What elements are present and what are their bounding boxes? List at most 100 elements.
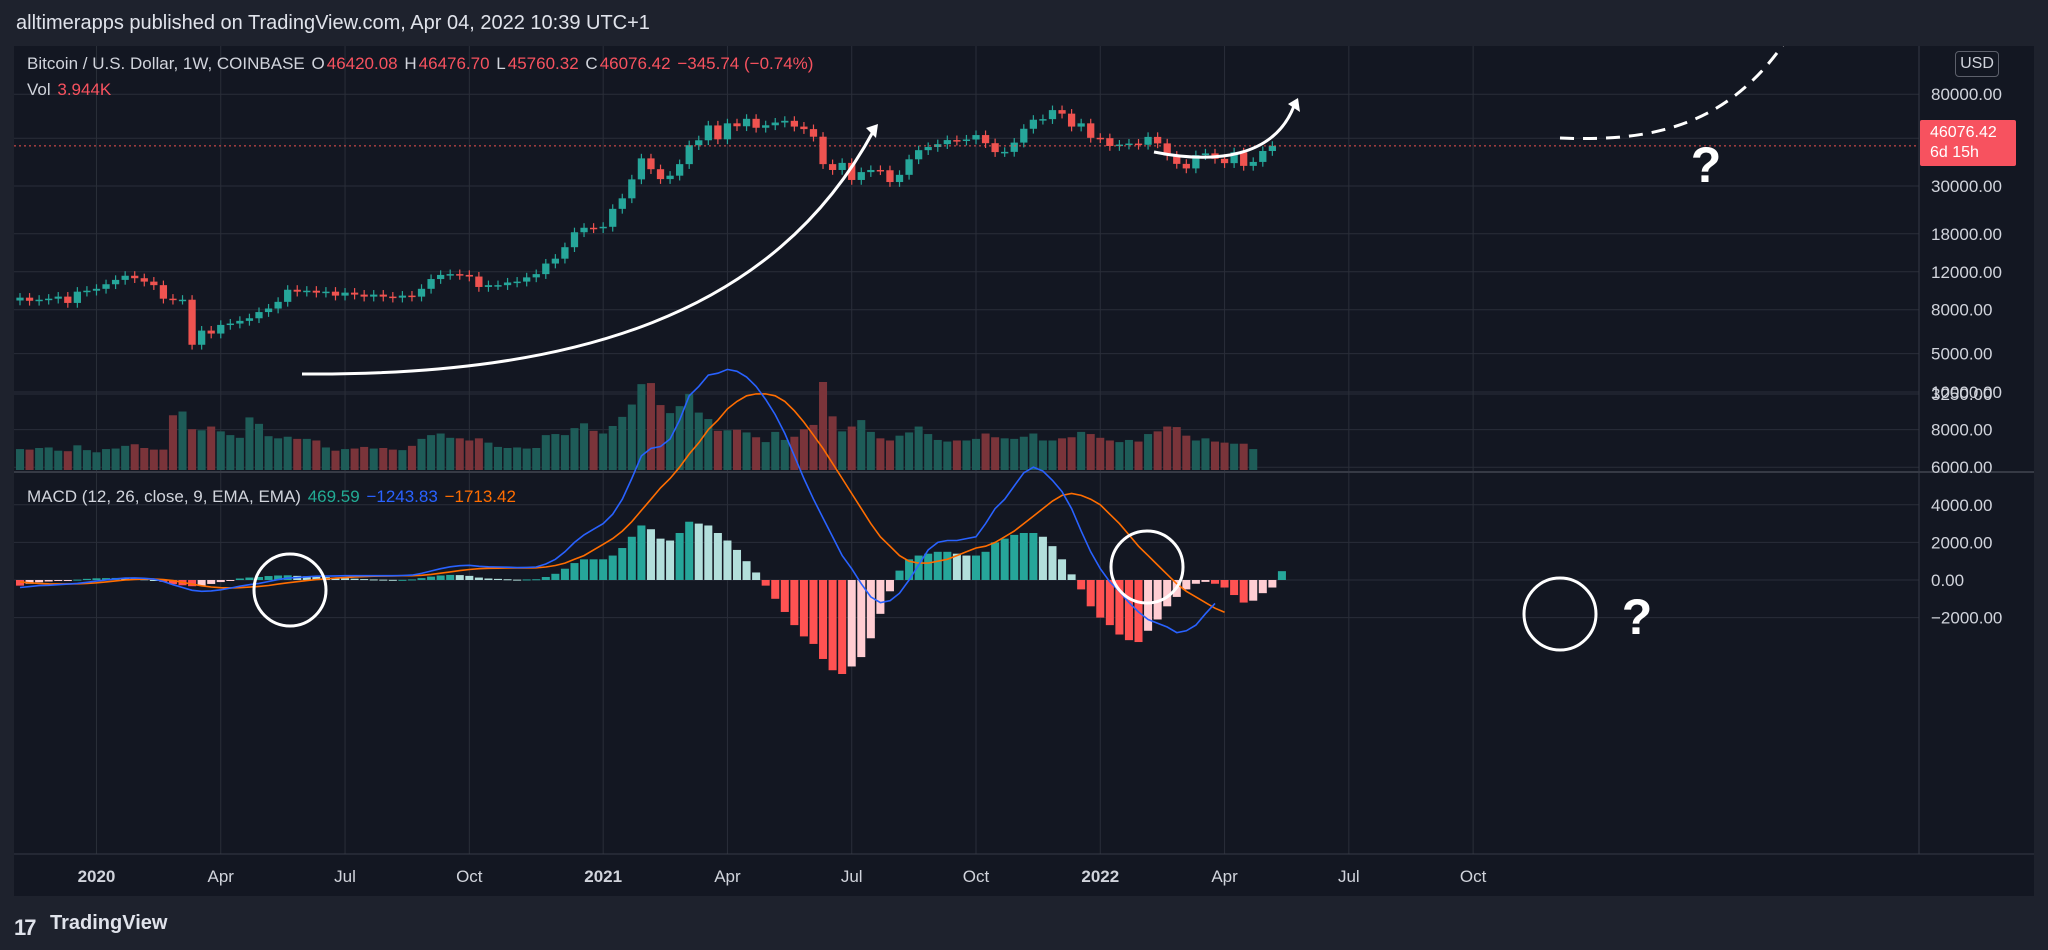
candle bbox=[695, 140, 703, 146]
volume-bar bbox=[895, 435, 904, 470]
candle bbox=[857, 172, 865, 180]
candle bbox=[838, 162, 846, 170]
volume-bar bbox=[608, 426, 617, 470]
currency-button[interactable]: USD bbox=[1955, 51, 1999, 77]
macd-histogram-bar bbox=[1153, 580, 1162, 620]
volume-bar bbox=[551, 434, 560, 470]
candle bbox=[1067, 113, 1076, 127]
candle bbox=[953, 140, 961, 142]
volume-bar bbox=[1182, 435, 1191, 470]
last-price-tag: 46076.42 6d 15h bbox=[1920, 120, 2016, 166]
projection-arrow bbox=[1559, 46, 1784, 141]
volume-bar bbox=[121, 445, 130, 470]
macd-histogram-bar bbox=[895, 570, 904, 580]
volume-bar bbox=[952, 440, 961, 470]
candle bbox=[1249, 161, 1257, 166]
candle bbox=[723, 123, 732, 140]
candle bbox=[446, 274, 454, 276]
volume-bar bbox=[819, 382, 828, 470]
macd-histogram-bar bbox=[388, 579, 397, 581]
close-label: C bbox=[585, 54, 598, 73]
macd-histogram-bar bbox=[532, 579, 541, 581]
candle bbox=[876, 169, 885, 172]
candle bbox=[360, 294, 368, 297]
candle bbox=[628, 179, 636, 199]
time-tick-label: Jul bbox=[334, 867, 356, 886]
candle bbox=[924, 147, 932, 151]
volume-bar bbox=[570, 428, 579, 470]
volume-bar bbox=[866, 431, 875, 470]
macd-histogram-bar bbox=[1124, 580, 1133, 641]
macd-histogram-bar bbox=[302, 576, 311, 580]
candle bbox=[886, 170, 894, 183]
candle bbox=[972, 135, 980, 140]
macd-histogram-bar bbox=[589, 559, 598, 580]
volume-bar bbox=[580, 423, 589, 470]
candle bbox=[45, 298, 53, 301]
macd-histogram-bar bbox=[1077, 580, 1086, 590]
volume-bar bbox=[828, 416, 837, 470]
footer-brand[interactable]: TradingView bbox=[50, 912, 168, 934]
macd-histogram-bar bbox=[1038, 536, 1047, 580]
candle bbox=[73, 291, 81, 303]
macd-histogram-bar bbox=[1277, 571, 1286, 580]
volume-bar bbox=[876, 438, 885, 470]
candle bbox=[226, 323, 234, 326]
candle bbox=[513, 281, 521, 284]
macd-histogram-bar bbox=[369, 579, 378, 581]
candle bbox=[140, 278, 148, 282]
candle bbox=[828, 164, 837, 170]
volume-bar bbox=[560, 435, 569, 470]
time-tick-label: Oct bbox=[456, 867, 483, 886]
volume-bar bbox=[1010, 438, 1019, 470]
candle bbox=[350, 292, 359, 295]
volume-bar bbox=[360, 446, 369, 470]
volume-bar bbox=[742, 432, 751, 470]
macd-histogram-bar bbox=[560, 568, 569, 580]
tradingview-logo-icon[interactable]: 17 bbox=[14, 915, 37, 940]
candle bbox=[484, 285, 493, 287]
macd-tick-label: 0.00 bbox=[1931, 571, 1964, 590]
volume-bar bbox=[216, 431, 225, 470]
highlight-circle bbox=[1109, 529, 1185, 605]
macd-histogram-bar bbox=[627, 536, 636, 580]
time-tick-label: Apr bbox=[714, 867, 741, 886]
close-value: 46076.42 bbox=[599, 54, 671, 73]
chart-frame[interactable]: 80000.0050000.0030000.0018000.0012000.00… bbox=[14, 46, 2034, 896]
macd-histogram-bar bbox=[235, 578, 244, 580]
macd-histogram-bar bbox=[991, 542, 1000, 580]
volume-bar bbox=[493, 446, 503, 470]
candle bbox=[1087, 123, 1095, 138]
chart-canvas[interactable]: 80000.0050000.0030000.0018000.0012000.00… bbox=[14, 46, 2034, 896]
macd-tick-label: −2000.00 bbox=[1931, 609, 2002, 628]
volume-bar bbox=[188, 429, 197, 470]
candle bbox=[16, 297, 24, 301]
time-tick-label: Apr bbox=[1211, 867, 1238, 886]
candle bbox=[580, 227, 588, 233]
macd-histogram-bar bbox=[1210, 580, 1220, 584]
candle bbox=[150, 281, 158, 286]
macd-histogram-bar bbox=[819, 580, 828, 659]
macd-histogram-bar bbox=[168, 580, 177, 585]
candle bbox=[465, 274, 473, 277]
candle bbox=[934, 144, 942, 148]
candle bbox=[1268, 145, 1276, 152]
macd-tick-label: 10000.00 bbox=[1931, 383, 2002, 402]
macd-histogram-bar bbox=[866, 580, 875, 639]
macd-histogram-bar bbox=[1230, 580, 1239, 596]
macd-histogram-bar bbox=[226, 580, 235, 581]
volume-bar bbox=[1067, 437, 1076, 470]
candle bbox=[1240, 152, 1248, 166]
candle bbox=[303, 290, 311, 293]
macd-histogram-bar bbox=[25, 580, 34, 584]
volume-bar bbox=[436, 433, 445, 470]
candle bbox=[609, 208, 617, 227]
macd-histogram-bar bbox=[885, 580, 894, 592]
volume-bar bbox=[1038, 440, 1047, 470]
macd-histogram-bar bbox=[809, 580, 818, 644]
candle bbox=[1220, 158, 1229, 164]
candle bbox=[981, 135, 990, 144]
macd-histogram-bar bbox=[790, 580, 799, 626]
candle bbox=[456, 274, 464, 276]
price-tick-label: 80000.00 bbox=[1931, 85, 2002, 104]
